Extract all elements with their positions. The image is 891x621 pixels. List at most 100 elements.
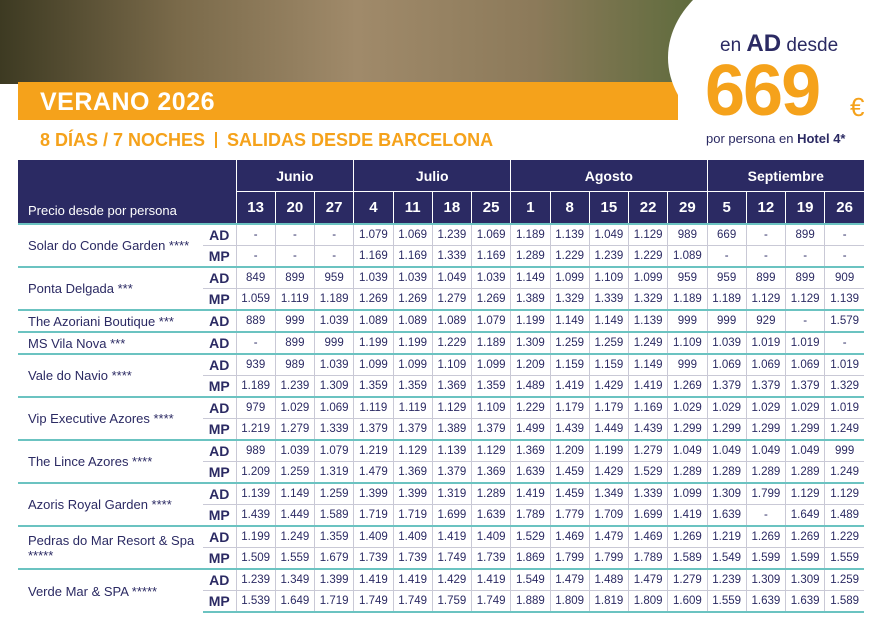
- price-cell: 899: [274, 266, 315, 289]
- price-cell: 1.179: [588, 396, 629, 419]
- price-cell: 889: [235, 309, 276, 332]
- day: 15: [588, 191, 629, 224]
- price-cell: -: [784, 245, 825, 267]
- price-cell: 1.259: [313, 482, 354, 505]
- price-cell: 1.159: [588, 353, 629, 376]
- price-cell: 1.409: [392, 525, 433, 548]
- price-cell: 1.239: [706, 568, 747, 591]
- price-cell: -: [235, 331, 276, 354]
- price-cell: 1.309: [313, 375, 354, 397]
- price-cell: 1.439: [235, 504, 276, 526]
- price-cell: -: [824, 331, 864, 354]
- regime: AD: [203, 396, 236, 419]
- price-cell: 1.489: [510, 375, 550, 397]
- price-cell: 1.749: [392, 590, 433, 613]
- price-cell: 1.419: [667, 504, 707, 526]
- price-cell: 1.119: [392, 396, 433, 419]
- badge-heading: en AD desde: [720, 30, 838, 58]
- price-cell: 989: [667, 223, 707, 246]
- price-cell: -: [235, 223, 276, 246]
- price-cell: 1.039: [313, 309, 354, 332]
- price-cell: 1.559: [706, 590, 747, 613]
- price-cell: 1.229: [431, 331, 472, 354]
- price-cell: 1.399: [392, 482, 433, 505]
- price-cell: 1.139: [235, 482, 276, 505]
- price-cell: 1.609: [667, 590, 707, 613]
- price-cell: 1.819: [588, 590, 629, 613]
- month: Junio: [235, 160, 354, 192]
- title-banner: [18, 82, 678, 120]
- price-cell: 1.019: [824, 396, 864, 419]
- price-cell: 1.289: [667, 461, 707, 483]
- price-cell: 1.419: [353, 568, 393, 591]
- day: 27: [313, 191, 354, 224]
- price-cell: 1.599: [745, 547, 786, 569]
- price-cell: 1.259: [274, 461, 315, 483]
- regime: AD: [203, 439, 236, 462]
- price-cell: 899: [784, 266, 825, 289]
- price-cell: 1.359: [353, 375, 393, 397]
- price-cell: 1.419: [510, 482, 550, 505]
- price-cell: 1.149: [510, 266, 550, 289]
- hotel-name: MS Vila Nova ***: [18, 331, 203, 354]
- badge-prefix: en: [720, 35, 742, 56]
- price-cell: 999: [706, 309, 747, 332]
- day: 13: [235, 191, 276, 224]
- regime: AD: [203, 331, 236, 354]
- price-cell: 1.399: [353, 482, 393, 505]
- price-cell: 1.369: [392, 461, 433, 483]
- regime: AD: [203, 223, 236, 246]
- price-cell: 1.279: [431, 288, 472, 310]
- price-cell: 1.579: [824, 309, 864, 332]
- regime: MP: [203, 547, 236, 569]
- price-cell: 1.069: [392, 223, 433, 246]
- price-cell: 1.719: [313, 590, 354, 613]
- day: 1: [510, 191, 550, 224]
- price-cell: 1.379: [353, 418, 393, 440]
- badge-regime: AD: [746, 30, 782, 57]
- price-cell: 1.339: [313, 418, 354, 440]
- price-cell: 1.289: [470, 482, 511, 505]
- price-cell: 1.129: [470, 439, 511, 462]
- price-cell: 1.449: [274, 504, 315, 526]
- price-cell: 1.219: [353, 439, 393, 462]
- price-cell: 1.439: [549, 418, 590, 440]
- badge-note: por persona en Hotel 4*: [706, 131, 845, 146]
- regime: AD: [203, 525, 236, 548]
- price-cell: 1.869: [510, 547, 550, 569]
- price-cell: 1.379: [431, 461, 472, 483]
- price-cell: 1.809: [627, 590, 668, 613]
- price-cell: 1.329: [549, 288, 590, 310]
- subtitle: 8 DÍAS / 7 NOCHES SALIDAS DESDE BARCELONA: [40, 130, 493, 151]
- price-cell: 1.219: [235, 418, 276, 440]
- price-cell: 1.339: [627, 482, 668, 505]
- price-cell: 1.159: [549, 353, 590, 376]
- price-cell: 1.649: [274, 590, 315, 613]
- hotel-name: Pedras do Mar Resort & Spa *****: [18, 525, 203, 569]
- price-cell: 1.479: [549, 568, 590, 591]
- price-cell: 1.339: [588, 288, 629, 310]
- hotel-name: Vip Executive Azores ****: [18, 396, 203, 440]
- price-cell: 979: [235, 396, 276, 419]
- price-cell: 989: [274, 353, 315, 376]
- price-cell: 1.369: [431, 375, 472, 397]
- price-cell: 1.189: [667, 288, 707, 310]
- price-cell: 1.199: [510, 309, 550, 332]
- price-cell: 999: [667, 309, 707, 332]
- price-row: MP 1.059 1.119 1.189 1.269 1.269 1.279 1.269 1.3…: [18, 288, 864, 310]
- price-cell: 1.169: [353, 245, 393, 267]
- price-cell: 1.359: [470, 375, 511, 397]
- price-cell: 1.019: [745, 331, 786, 354]
- price-cell: 1.749: [470, 590, 511, 613]
- price-cell: 1.069: [745, 353, 786, 376]
- price-cell: 1.749: [431, 547, 472, 569]
- price-cell: 1.339: [431, 245, 472, 267]
- price-cell: 1.739: [353, 547, 393, 569]
- regime: MP: [203, 375, 236, 397]
- regime: AD: [203, 309, 236, 332]
- price-cell: 1.109: [431, 353, 472, 376]
- price-cell: 1.049: [784, 439, 825, 462]
- price-cell: 1.589: [824, 590, 864, 613]
- note-bold: Hotel 4*: [797, 131, 846, 146]
- price-cell: 1.259: [824, 568, 864, 591]
